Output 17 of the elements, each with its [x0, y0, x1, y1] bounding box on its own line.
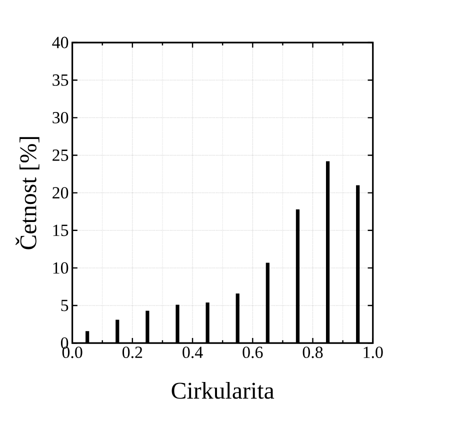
x-tick-label: 0.2: [122, 346, 142, 358]
y-tick-label: 0: [60, 338, 68, 350]
y-tick-label: 40: [52, 37, 68, 48]
x-tick-label: 0.4: [182, 346, 203, 358]
y-tick-label: 15: [53, 224, 68, 236]
x-axis-title: Cirkularita: [172, 382, 274, 400]
x-tick-label: 0.8: [302, 346, 323, 358]
y-tick-label: 25: [52, 150, 68, 162]
y-tick-label: 30: [52, 112, 68, 124]
y-tick-label: 10: [53, 262, 68, 274]
x-tick-label: 0.0: [62, 346, 82, 358]
y-tick-label: 5: [61, 300, 68, 312]
y-tick-label: 20: [52, 187, 68, 199]
x-tick-label: 0.6: [242, 346, 263, 358]
x-tick-label: 1.0: [364, 346, 383, 358]
y-tick-label: 35: [52, 74, 68, 86]
y-axis-title: Četnost [%]: [16, 137, 40, 250]
